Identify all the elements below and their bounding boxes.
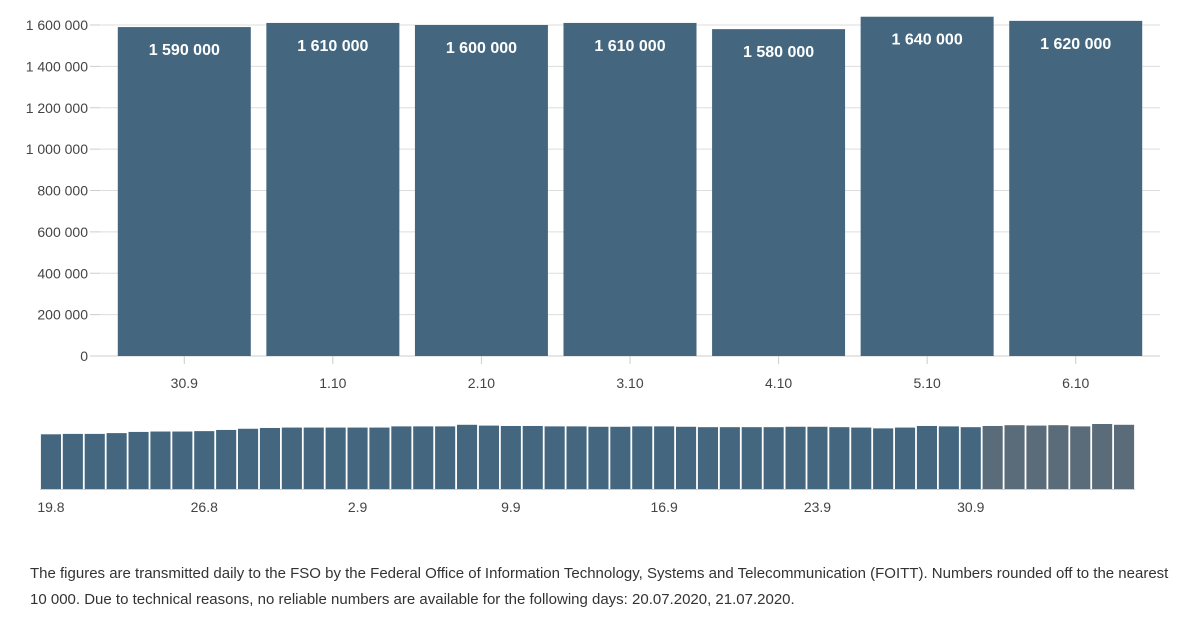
navigator-bar[interactable]: [413, 426, 434, 489]
x-tick-label: 30.9: [171, 375, 198, 391]
navigator-bar[interactable]: [259, 427, 280, 489]
navigator-bar-selected[interactable]: [1092, 424, 1113, 489]
navigator-x-tick-label: 26.8: [191, 499, 218, 515]
x-tick-label: 1.10: [319, 375, 346, 391]
navigator-bar[interactable]: [741, 427, 762, 489]
bar-data-label: 1 640 000: [892, 32, 963, 49]
navigator-bar[interactable]: [895, 427, 916, 489]
y-tick-label: 1 000 000: [26, 141, 88, 157]
navigator-x-axis-ticks: 19.8 26.8 2.9 9.9 16.9 23.9 30.9: [37, 489, 1135, 515]
bar-data-label: 1 620 000: [1040, 36, 1111, 53]
y-tick-label: 1 600 000: [26, 17, 88, 33]
navigator-bar-selected[interactable]: [1048, 425, 1069, 489]
navigator-bar[interactable]: [347, 427, 368, 489]
navigator-bar[interactable]: [588, 426, 609, 489]
x-tick-label: 5.10: [914, 375, 941, 391]
bar[interactable]: [414, 25, 548, 356]
navigator-bar[interactable]: [369, 427, 390, 489]
navigator-bar[interactable]: [851, 427, 872, 489]
navigator-bar[interactable]: [128, 431, 149, 489]
navigator-bar[interactable]: [303, 427, 324, 489]
bar-data-label: 1 590 000: [149, 42, 220, 59]
main-x-axis-ticks: 30.9 1.10 2.10 3.10 4.10 5.10 6.10: [171, 356, 1090, 391]
navigator-bar-selected[interactable]: [1026, 425, 1047, 489]
bar-data-label: 1 610 000: [297, 38, 368, 55]
navigator-chart[interactable]: 19.8 26.8 2.9 9.9 16.9 23.9 30.9: [0, 400, 1200, 530]
y-tick-label: 200 000: [37, 307, 88, 323]
navigator-bar[interactable]: [807, 426, 828, 489]
navigator-bar[interactable]: [238, 428, 259, 489]
navigator-bar[interactable]: [763, 427, 784, 489]
bar[interactable]: [117, 27, 251, 356]
x-tick-label: 3.10: [616, 375, 643, 391]
y-tick-label: 600 000: [37, 224, 88, 240]
navigator-bar-selected[interactable]: [1004, 425, 1025, 489]
navigator-bar[interactable]: [566, 426, 587, 489]
navigator-bars: [40, 424, 1135, 489]
navigator-bar[interactable]: [325, 427, 346, 489]
bar-data-label: 1 600 000: [446, 40, 517, 57]
navigator-bar-selected[interactable]: [1114, 424, 1135, 489]
navigator-bar[interactable]: [216, 429, 237, 489]
navigator-bar[interactable]: [500, 425, 521, 489]
x-tick-label: 2.10: [468, 375, 495, 391]
navigator-x-tick-label: 30.9: [957, 499, 984, 515]
main-bar-chart: 0 200 000 400 000 600 000 800 000 1 000 000 1 …: [26, 16, 1160, 391]
navigator-bar[interactable]: [457, 424, 478, 489]
navigator-bar[interactable]: [697, 427, 718, 489]
x-tick-label: 6.10: [1062, 375, 1089, 391]
navigator-bar[interactable]: [960, 427, 981, 489]
navigator-x-tick-label: 9.9: [501, 499, 521, 515]
bar-data-label: 1 610 000: [594, 38, 665, 55]
navigator-bar-selected[interactable]: [982, 425, 1003, 489]
navigator-bar[interactable]: [391, 426, 412, 489]
y-tick-label: 1 400 000: [26, 58, 88, 74]
navigator-bar[interactable]: [938, 426, 959, 489]
navigator-bar[interactable]: [610, 426, 631, 489]
navigator-bar[interactable]: [172, 431, 193, 489]
bar[interactable]: [860, 16, 994, 356]
navigator-bar[interactable]: [873, 428, 894, 489]
navigator-bar[interactable]: [719, 427, 740, 489]
navigator-bar-selected[interactable]: [1070, 426, 1091, 489]
navigator-bar[interactable]: [40, 434, 61, 489]
y-tick-label: 0: [80, 348, 88, 364]
bar-data-label: 1 580 000: [743, 44, 814, 61]
navigator-bar[interactable]: [84, 433, 105, 489]
main-y-axis-ticks: 0 200 000 400 000 600 000 800 000 1 000 000 1 …: [26, 17, 100, 364]
navigator-bar[interactable]: [676, 426, 697, 489]
navigator-bar[interactable]: [522, 425, 543, 489]
y-tick-label: 1 200 000: [26, 100, 88, 116]
main-bars: 1 590 000 1 610 000 1 600 000 1 610 000 1 58…: [117, 16, 1143, 357]
bar[interactable]: [266, 22, 400, 357]
x-tick-label: 4.10: [765, 375, 792, 391]
navigator-bar[interactable]: [632, 426, 653, 489]
navigator-x-tick-label: 16.9: [651, 499, 678, 515]
navigator-bar[interactable]: [435, 426, 456, 489]
bar[interactable]: [712, 29, 846, 356]
navigator-bar[interactable]: [544, 426, 565, 489]
navigator-x-tick-label: 2.9: [348, 499, 368, 515]
navigator-bar[interactable]: [281, 427, 302, 489]
navigator-bar[interactable]: [478, 425, 499, 489]
footnote: The figures are transmitted daily to the…: [30, 565, 1169, 608]
navigator-bar[interactable]: [150, 431, 171, 489]
navigator-bar[interactable]: [194, 431, 215, 489]
y-tick-label: 400 000: [37, 265, 88, 281]
navigator-x-tick-label: 23.9: [804, 499, 831, 515]
bar[interactable]: [1009, 20, 1143, 357]
navigator-bar[interactable]: [62, 433, 83, 489]
navigator-bar[interactable]: [829, 427, 850, 489]
y-tick-label: 800 000: [37, 183, 88, 199]
navigator-bar[interactable]: [106, 433, 127, 489]
navigator-x-tick-label: 19.8: [37, 499, 64, 515]
navigator-bar[interactable]: [916, 425, 937, 489]
navigator-bar[interactable]: [785, 426, 806, 489]
navigator-bar[interactable]: [654, 426, 675, 489]
bar[interactable]: [563, 22, 697, 357]
